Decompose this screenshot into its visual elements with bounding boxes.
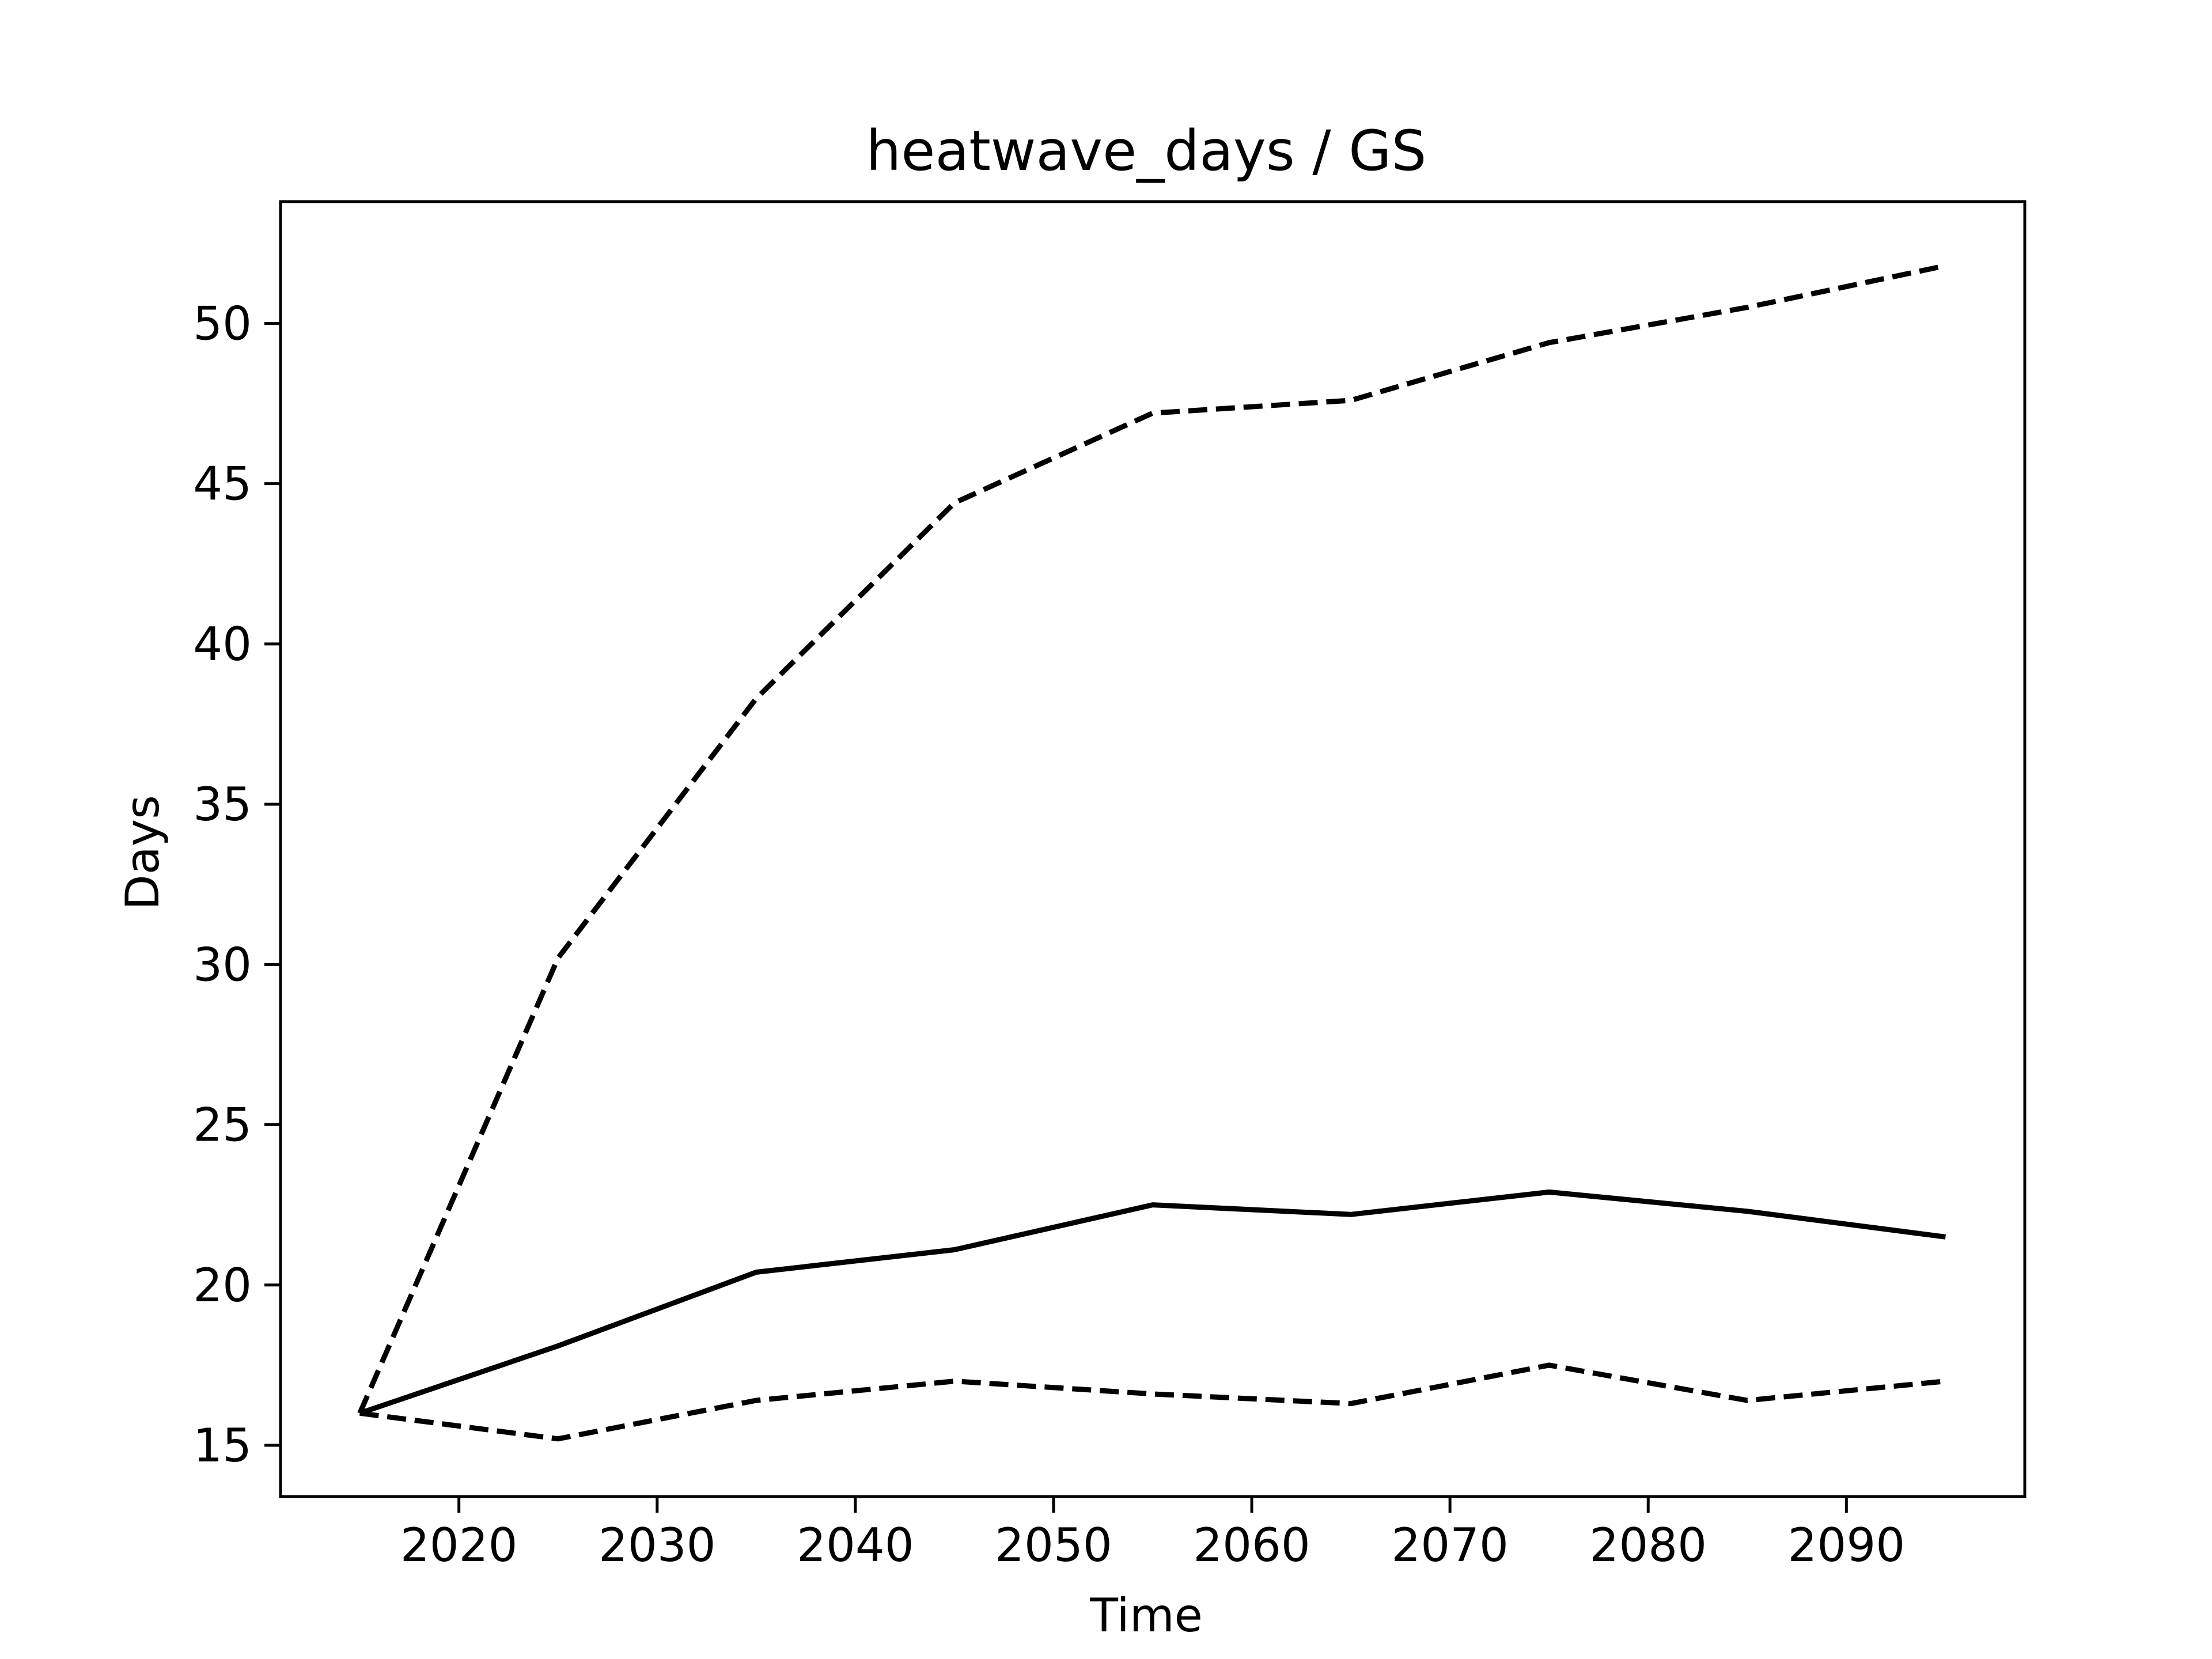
x-tick-label: 2050 — [995, 1518, 1112, 1572]
y-tick-label: 40 — [193, 618, 252, 671]
x-tick-label: 2040 — [797, 1518, 914, 1572]
series-line-2-solid — [359, 1189, 1946, 1416]
plot-area — [357, 263, 1946, 1442]
y-tick-label: 30 — [193, 938, 252, 991]
y-tick-label: 20 — [193, 1259, 252, 1312]
y-axis: 15 20 25 30 35 40 45 50 — [193, 297, 281, 1472]
x-tick-label: 2080 — [1589, 1518, 1707, 1572]
x-tick-label: 2020 — [400, 1518, 518, 1572]
x-axis-label: Time — [1089, 1589, 1203, 1642]
y-tick-label: 50 — [193, 297, 252, 350]
y-tick-label: 15 — [193, 1419, 252, 1472]
series-line-1-dashed — [357, 263, 1946, 1415]
y-tick-label: 25 — [193, 1099, 252, 1152]
x-tick-label: 2030 — [599, 1518, 716, 1572]
series-line-3-dashed — [359, 1362, 1946, 1442]
plot-frame — [279, 200, 2027, 1498]
x-axis: 2020 2030 2040 2050 2060 2070 2080 2090 — [400, 1497, 1905, 1572]
y-tick-label: 35 — [193, 778, 252, 831]
x-tick-label: 2070 — [1391, 1518, 1509, 1572]
y-axis-label: Days — [116, 795, 169, 910]
y-tick-label: 45 — [193, 457, 252, 511]
x-tick-label: 2090 — [1788, 1518, 1906, 1572]
x-tick-label: 2060 — [1193, 1518, 1310, 1572]
chart-title: heatwave_days / GS — [866, 119, 1427, 183]
